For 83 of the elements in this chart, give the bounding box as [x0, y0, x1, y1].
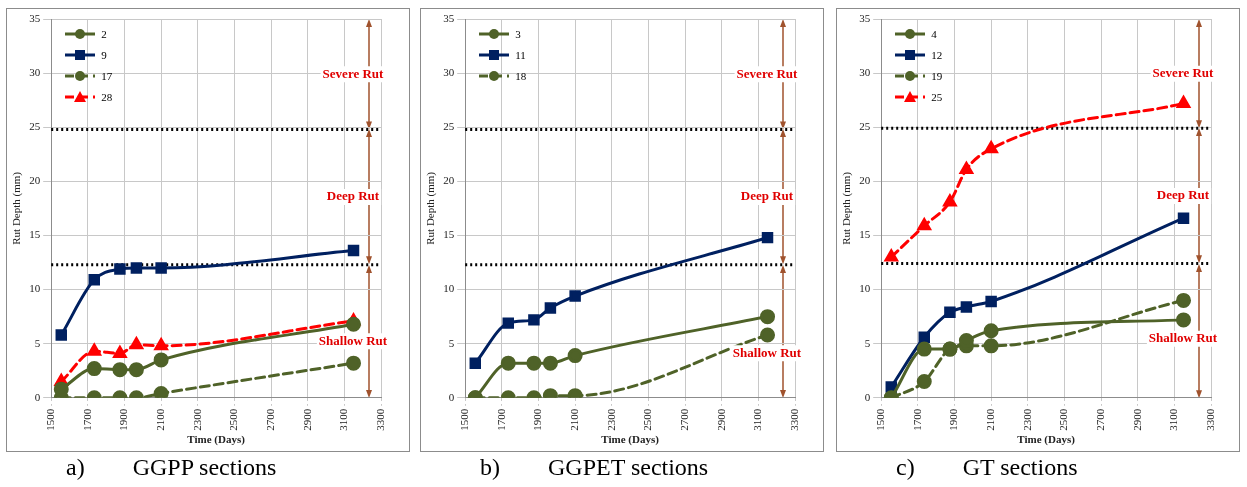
legend-label: 25 — [931, 90, 943, 103]
annotation: Shallow Rut — [318, 332, 388, 348]
annotation: Deep Rut — [326, 188, 380, 204]
y-tick-label: 0 — [448, 390, 455, 403]
x-tick-label: 2500 — [227, 408, 240, 431]
y-tick-label: 15 — [859, 228, 871, 241]
legend-label: 9 — [101, 48, 107, 61]
y-tick-label: 35 — [443, 11, 455, 24]
x-tick-label: 3300 — [373, 408, 386, 431]
legend-label: 3 — [515, 27, 521, 40]
y-tick-label: 0 — [864, 390, 871, 403]
annotation: Shallow Rut — [1148, 330, 1218, 346]
legend-label: 17 — [101, 69, 113, 82]
x-tick-label: 2900 — [714, 408, 727, 431]
x-axis-title: Time (Days) — [187, 433, 246, 447]
x-tick-label: 1500 — [458, 408, 471, 431]
x-tick-label: 2700 — [1093, 408, 1106, 431]
x-tick-label: 2100 — [984, 408, 997, 431]
y-tick-label: 30 — [859, 66, 871, 78]
x-tick-label: 2100 — [568, 408, 581, 431]
y-tick-label: 10 — [859, 282, 871, 295]
y-tick-label: 15 — [443, 228, 455, 241]
y-tick-label: 10 — [443, 282, 455, 295]
annotation: Shallow Rut — [732, 344, 802, 360]
y-tick-label: 20 — [29, 174, 41, 187]
y-tick-label: 30 — [29, 66, 41, 78]
legend-label: 11 — [515, 48, 526, 61]
annotation: Deep Rut — [740, 188, 794, 204]
y-tick-label: 30 — [443, 66, 455, 78]
x-tick-label: 3100 — [337, 408, 350, 431]
text: c) GT sections — [895, 454, 1079, 481]
x-tick-label: 2900 — [1130, 408, 1143, 431]
x-tick-label: 1500 — [874, 408, 887, 431]
x-tick-label: 1900 — [531, 408, 544, 431]
x-tick-label: 1900 — [947, 408, 960, 431]
y-tick-label: 15 — [29, 228, 41, 241]
x-tick-label: 1900 — [117, 408, 130, 431]
annotation: Severe Rut — [1152, 65, 1215, 81]
annotation: Severe Rut — [736, 65, 799, 81]
y-tick-label: 25 — [859, 120, 871, 133]
x-tick-label: 2300 — [1020, 408, 1033, 431]
x-tick-label: 3100 — [751, 408, 764, 431]
legend-label: 2 — [101, 27, 107, 40]
y-tick-label: 5 — [864, 336, 871, 349]
x-tick-label: 3100 — [1167, 408, 1180, 431]
legend-label: 28 — [101, 90, 113, 103]
x-tick-label: 3300 — [1203, 408, 1216, 431]
y-tick-label: 20 — [443, 174, 455, 187]
y-tick-label: 35 — [859, 11, 871, 24]
y-tick-label: 0 — [34, 390, 41, 403]
x-tick-label: 2300 — [604, 408, 617, 431]
legend-label: 19 — [931, 69, 943, 82]
x-tick-label: 2500 — [641, 408, 654, 431]
x-tick-label: 1500 — [44, 408, 57, 431]
x-axis-title: Time (Days) — [601, 433, 660, 447]
annotation: Severe Rut — [322, 65, 385, 81]
x-tick-label: 1700 — [494, 408, 507, 431]
x-tick-label: 2700 — [677, 408, 690, 431]
annotation: Deep Rut — [1156, 187, 1210, 203]
y-axis-title: Rut Depth (mm) — [840, 171, 854, 245]
x-tick-label: 1700 — [910, 408, 923, 431]
legend-label: 12 — [931, 48, 943, 61]
y-axis-title: Rut Depth (mm) — [10, 171, 24, 245]
x-tick-label: 1700 — [80, 408, 93, 431]
x-tick-label: 2700 — [263, 408, 276, 431]
x-axis-title: Time (Days) — [1017, 433, 1076, 447]
text: a) GGPP sections — [65, 454, 278, 481]
y-tick-label: 5 — [34, 336, 41, 349]
y-tick-label: 10 — [29, 282, 41, 295]
y-tick-label: 20 — [859, 174, 871, 187]
x-tick-label: 2300 — [190, 408, 203, 431]
y-axis-title: Rut Depth (mm) — [424, 171, 438, 245]
y-tick-label: 25 — [29, 120, 41, 133]
x-tick-label: 2900 — [300, 408, 313, 431]
text: b) GGPET sections — [479, 454, 710, 481]
x-tick-label: 3300 — [787, 408, 800, 431]
x-tick-label: 2100 — [154, 408, 167, 431]
legend-label: 4 — [931, 27, 937, 40]
legend-label: 18 — [515, 69, 527, 82]
y-tick-label: 5 — [448, 336, 455, 349]
y-tick-label: 25 — [443, 120, 455, 133]
x-tick-label: 2500 — [1057, 408, 1070, 431]
y-tick-label: 35 — [29, 11, 41, 24]
